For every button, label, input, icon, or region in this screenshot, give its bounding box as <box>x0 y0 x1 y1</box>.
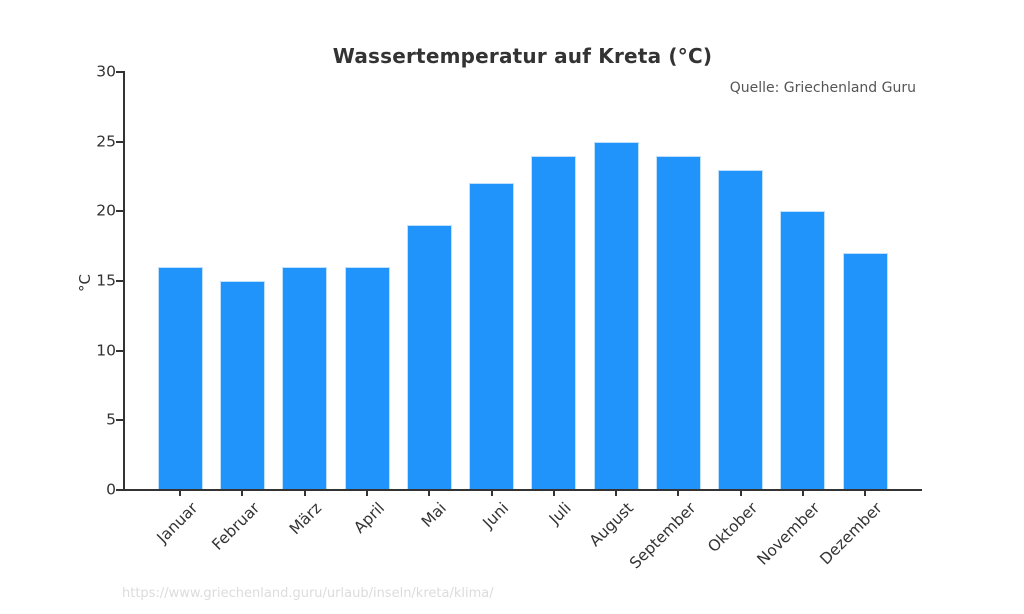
y-tick-label: 20 <box>96 201 116 220</box>
x-tick-mark <box>303 490 306 496</box>
x-tick-mark <box>677 490 680 496</box>
x-tick-label-februar: Februar <box>208 499 264 554</box>
x-tick-mark <box>366 490 368 496</box>
bar-juni <box>469 183 515 490</box>
x-tick-mark <box>552 490 555 496</box>
x-tick-label-november: November <box>753 499 824 569</box>
x-tick-mark <box>864 490 867 496</box>
source-note: Quelle: Griechenland Guru <box>729 80 916 96</box>
y-tick-label: 30 <box>96 62 116 81</box>
y-tick-mark <box>116 419 123 422</box>
bar-oktober <box>718 169 764 490</box>
bar-november <box>780 211 826 490</box>
footer-url: https://www.griechenland.guru/urlaub/ins… <box>122 586 494 601</box>
bar-märz <box>282 267 328 490</box>
x-tick-label-april: April <box>349 499 388 537</box>
x-tick-mark <box>490 490 493 496</box>
x-tick-mark <box>801 490 804 496</box>
y-tick-mark <box>116 349 123 352</box>
y-tick-label: 15 <box>96 271 116 290</box>
bar-september <box>655 155 701 490</box>
x-tick-mark <box>615 490 618 496</box>
plot-area: 0 5 10 15 20 25 30 Januar Februar März April Mai Jun… <box>96 63 922 572</box>
x-tick-label-mai: Mai <box>418 499 451 531</box>
x-tick-mark <box>428 490 431 496</box>
bar-mai <box>406 225 452 490</box>
x-tick-label-oktober: Oktober <box>704 499 762 556</box>
y-tick-mark <box>116 71 123 73</box>
chart-title: Wassertemperatur auf Kreta (°C) <box>332 44 713 68</box>
y-tick-mark <box>116 280 123 282</box>
y-tick-label: 5 <box>106 410 116 429</box>
x-axis-spine <box>123 489 922 491</box>
bar-januar <box>157 267 203 490</box>
x-tick-label-august: August <box>585 499 637 551</box>
y-tick-label: 25 <box>96 132 116 151</box>
bar-juli <box>531 155 577 490</box>
x-tick-mark <box>241 490 244 496</box>
y-tick-label: 10 <box>96 341 116 360</box>
bar-august <box>593 141 639 490</box>
y-tick-mark <box>116 489 123 491</box>
y-axis-spine <box>123 71 125 491</box>
bar-februar <box>219 281 265 490</box>
x-tick-mark <box>179 490 182 496</box>
bar-april <box>344 267 390 490</box>
y-tick-mark <box>116 140 123 143</box>
y-tick-label: 0 <box>106 480 116 499</box>
x-tick-label-juni: Juni <box>479 499 513 532</box>
y-axis-title: °C <box>76 274 94 292</box>
x-tick-label-januar: Januar <box>153 499 201 547</box>
y-tick-mark <box>116 210 123 213</box>
x-tick-label-juli: Juli <box>545 499 575 529</box>
x-tick-label-märz: März <box>286 499 326 539</box>
x-tick-mark <box>739 490 742 496</box>
bar-dezember <box>842 253 888 490</box>
x-tick-label-september: September <box>625 499 700 573</box>
x-tick-label-dezember: Dezember <box>816 499 886 569</box>
